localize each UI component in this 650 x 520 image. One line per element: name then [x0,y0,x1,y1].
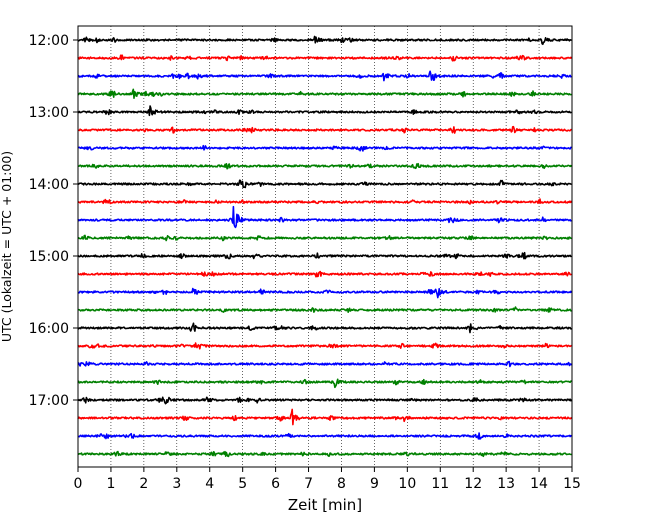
trace-1345 [77,162,573,170]
trace-1730 [77,432,573,440]
trace-1500 [77,251,572,260]
trace-1230 [77,70,572,82]
x-tick-label: 8 [337,476,346,492]
trace-1630 [77,360,573,368]
trace-1415 [77,198,573,205]
x-tick-label: 3 [172,476,181,492]
y-tick-label: 15:00 [29,249,69,265]
x-tick-label: 4 [205,476,214,492]
plot-frame [77,25,573,468]
trace-1430 [77,205,572,229]
y-tick-label: 17:00 [29,393,69,409]
trace-1615 [77,342,572,350]
x-tick-label: 2 [139,476,148,492]
trace-1645 [77,378,572,389]
x-tick-label: 7 [304,476,313,492]
trace-1600 [77,322,572,334]
trace-1745 [77,450,572,458]
trace-1515 [77,270,572,278]
trace-1700 [77,396,573,405]
x-tick-label: 6 [271,476,280,492]
trace-1245 [77,88,572,100]
x-tick-label: 11 [431,476,449,492]
x-tick-label: 9 [370,476,379,492]
y-axis-label: UTC (Lokalzeit = UTC + 01:00) [0,151,14,342]
y-tick-label: 13:00 [29,105,69,121]
trace-1300 [77,105,572,117]
x-tick-label: 13 [497,476,515,492]
trace-1315 [77,125,572,134]
y-axis-ticks: 12:00 13:00 14:00 15:00 16:00 17:00 [29,33,78,409]
x-tick-label: 1 [106,476,115,492]
trace-1400 [77,179,572,189]
trace-1545 [77,306,572,313]
x-axis-label: Zeit [min] [288,496,362,514]
x-tick-label: 12 [464,476,482,492]
trace-1200 [77,35,572,46]
x-tick-label: 10 [398,476,416,492]
trace-1330 [77,144,572,152]
trace-1215 [77,54,573,62]
y-tick-label: 12:00 [29,33,69,49]
x-tick-label: 15 [563,476,581,492]
trace-1445 [77,234,572,242]
y-tick-label: 14:00 [29,177,69,193]
x-tick-label: 5 [238,476,247,492]
trace-1715 [77,408,573,426]
x-axis-ticks: 0 1 2 3 4 5 6 7 8 9 10 11 12 13 14 15 [74,467,581,492]
trace-1530 [77,287,573,299]
y-tick-label: 16:00 [29,321,69,337]
x-tick-label: 14 [530,476,548,492]
x-tick-label: 0 [74,476,83,492]
seismic-traces [77,35,573,458]
